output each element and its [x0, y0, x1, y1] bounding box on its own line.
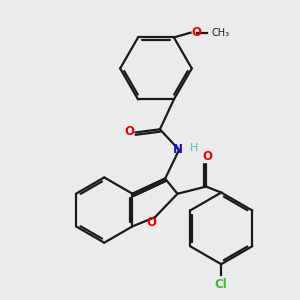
- Text: H: H: [190, 143, 198, 153]
- Text: N: N: [173, 143, 183, 156]
- Text: O: O: [202, 150, 212, 163]
- Text: O: O: [192, 26, 202, 39]
- Text: CH₃: CH₃: [211, 28, 230, 38]
- Text: O: O: [125, 125, 135, 138]
- Text: O: O: [147, 216, 157, 229]
- Text: Cl: Cl: [215, 278, 228, 291]
